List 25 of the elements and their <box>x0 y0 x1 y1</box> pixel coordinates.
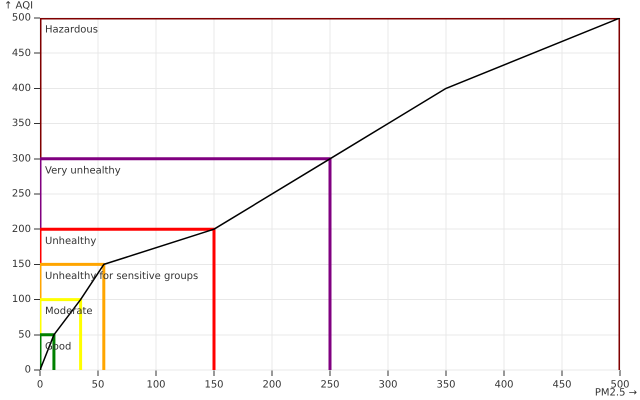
series-label: Very unhealthy <box>45 165 121 176</box>
x-tick-label: 350 <box>436 380 456 391</box>
x-tick-label: 250 <box>320 380 340 391</box>
y-tick-label: 100 <box>12 294 31 306</box>
y-tick-label: 300 <box>12 153 31 164</box>
x-tick-label: 200 <box>262 380 282 391</box>
x-tick-label: 0 <box>36 380 44 391</box>
y-tick-label: 500 <box>12 12 31 24</box>
y-tick-label: 50 <box>18 329 31 340</box>
y-tick-label: 350 <box>12 118 31 130</box>
x-tick-label: 400 <box>494 380 514 391</box>
y-tick-label: 250 <box>12 188 31 200</box>
y-tick-label: 150 <box>12 258 31 270</box>
x-tick-label: 300 <box>378 380 398 391</box>
y-tick-label: 400 <box>12 82 31 94</box>
x-tick-label: 100 <box>146 380 166 391</box>
x-tick-label: 50 <box>92 380 104 391</box>
x-tick-label: 450 <box>552 380 572 391</box>
x-tick-label: 150 <box>204 380 224 391</box>
y-tick-label: 450 <box>12 48 31 59</box>
y-axis-title: ↑ AQI <box>4 0 34 12</box>
series-label: Hazardous <box>45 24 98 36</box>
y-tick-label: 200 <box>12 224 31 235</box>
y-tick-label: 0 <box>24 364 31 376</box>
series-label: Unhealthy <box>45 236 96 247</box>
